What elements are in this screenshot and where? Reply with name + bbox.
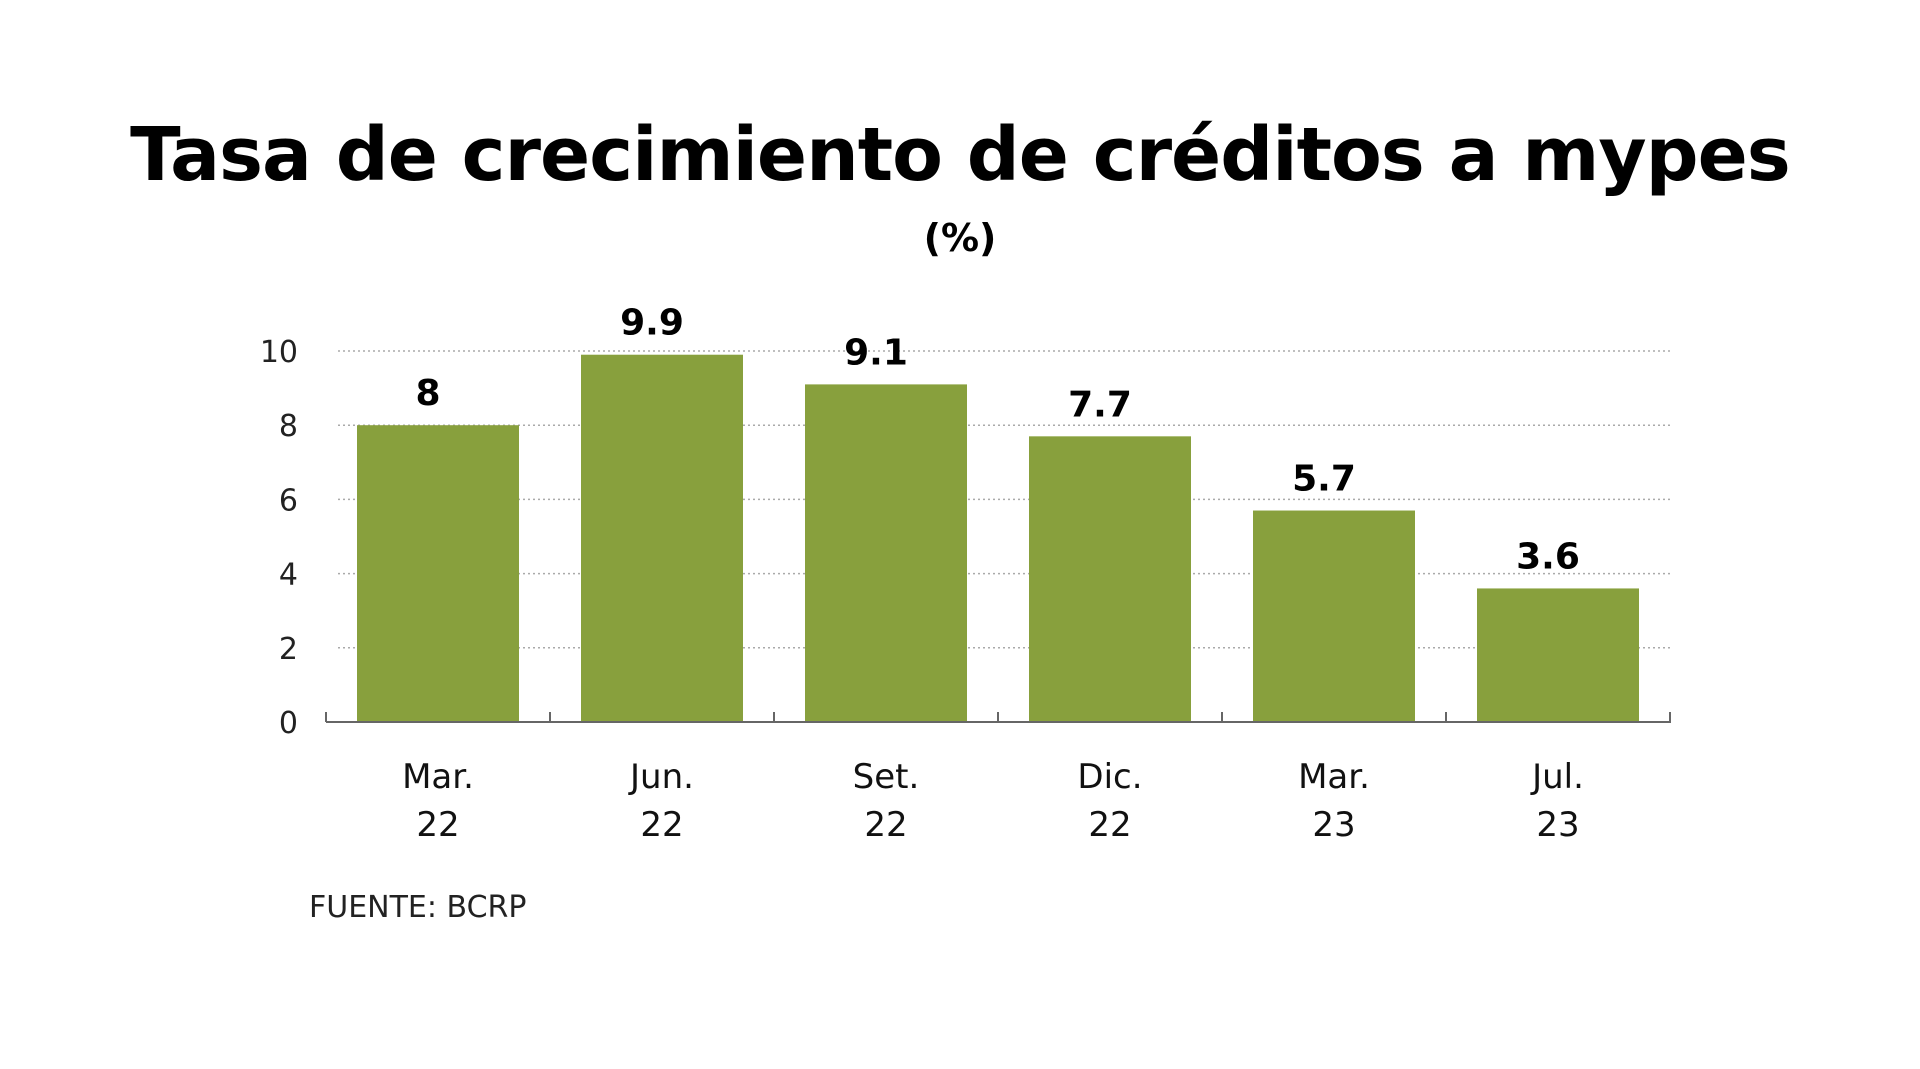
chart-subtitle: (%) — [923, 216, 997, 260]
value-label: 9.9 — [620, 303, 684, 344]
x-tick-label: Jul. — [1530, 757, 1584, 797]
y-tick-label: 8 — [279, 409, 298, 444]
value-label: 7.7 — [1068, 384, 1132, 425]
bar — [1477, 588, 1639, 722]
value-label: 8 — [415, 373, 440, 414]
x-tick-label: 22 — [864, 805, 907, 845]
bar — [1253, 510, 1415, 722]
y-tick-label: 4 — [279, 558, 298, 593]
x-tick-label: Set. — [853, 757, 920, 797]
x-tick-label: Dic. — [1077, 757, 1142, 797]
x-tick-label: 23 — [1312, 805, 1355, 845]
x-tick-label: 23 — [1536, 805, 1579, 845]
value-label: 3.6 — [1516, 536, 1580, 577]
x-tick-label: Mar. — [402, 757, 474, 797]
y-tick-label: 10 — [260, 335, 298, 370]
bar — [805, 384, 967, 722]
value-label: 5.7 — [1292, 459, 1356, 500]
bar — [581, 354, 743, 722]
x-tick-label: Jun. — [628, 757, 694, 797]
x-tick-label: 22 — [1088, 805, 1131, 845]
chart-title: Tasa de crecimiento de créditos a mypes — [130, 112, 1791, 198]
x-tick-label: 22 — [640, 805, 683, 845]
bar — [357, 425, 519, 722]
y-tick-label: 6 — [279, 483, 298, 518]
y-tick-label: 0 — [279, 706, 298, 741]
bar — [1029, 436, 1191, 722]
x-tick-label: Mar. — [1298, 757, 1370, 797]
source-note: FUENTE: BCRP — [309, 890, 527, 925]
x-tick-label: 22 — [416, 805, 459, 845]
y-tick-label: 2 — [279, 632, 298, 667]
value-label: 9.1 — [844, 332, 908, 373]
